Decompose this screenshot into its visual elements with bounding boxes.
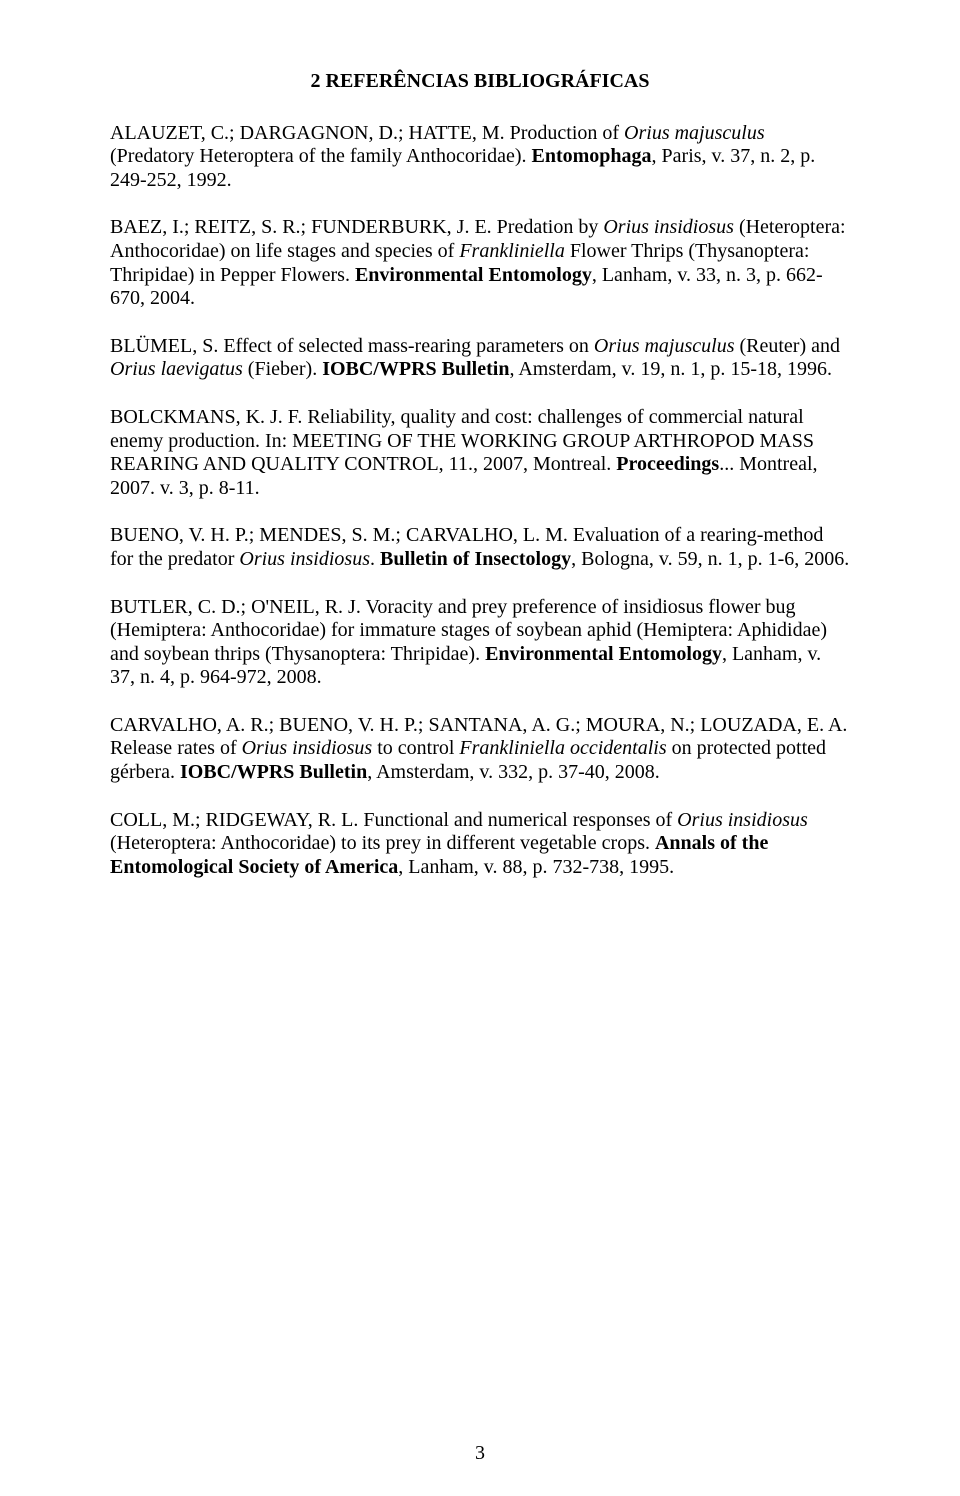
reference-text: , Amsterdam, v. 19, n. 1, p. 15-18, 1996…: [509, 358, 832, 380]
reference-text: Orius insidiosus: [603, 216, 734, 238]
reference-text: IOBC/WPRS Bulletin: [322, 358, 509, 380]
page: 2 REFERÊNCIAS BIBLIOGRÁFICAS ALAUZET, C.…: [0, 0, 960, 1496]
reference-entry: BOLCKMANS, K. J. F. Reliability, quality…: [110, 406, 850, 500]
references-list: ALAUZET, C.; DARGAGNON, D.; HATTE, M. Pr…: [110, 122, 850, 880]
reference-text: Proceedings: [616, 453, 719, 475]
reference-text: , Lanham, v. 88, p. 732-738, 1995.: [398, 856, 674, 878]
reference-text: COLL, M.; RIDGEWAY, R. L. Functional and…: [110, 809, 677, 831]
reference-entry: CARVALHO, A. R.; BUENO, V. H. P.; SANTAN…: [110, 714, 850, 785]
reference-entry: BAEZ, I.; REITZ, S. R.; FUNDERBURK, J. E…: [110, 216, 850, 310]
reference-text: ALAUZET, C.; DARGAGNON, D.; HATTE, M. Pr…: [110, 122, 624, 144]
reference-entry: BLÜMEL, S. Effect of selected mass-reari…: [110, 335, 850, 382]
reference-text: , Bologna, v. 59, n. 1, p. 1-6, 2006.: [571, 548, 849, 570]
reference-text: Entomophaga: [532, 145, 652, 167]
reference-text: IOBC/WPRS Bulletin: [180, 761, 367, 783]
reference-text: BLÜMEL, S. Effect of selected mass-reari…: [110, 335, 594, 357]
reference-entry: BUTLER, C. D.; O'NEIL, R. J. Voracity an…: [110, 596, 850, 690]
reference-text: Frankliniella occidentalis: [459, 737, 666, 759]
reference-text: (Reuter) and: [734, 335, 840, 357]
reference-text: Orius majusculus: [624, 122, 765, 144]
reference-entry: COLL, M.; RIDGEWAY, R. L. Functional and…: [110, 809, 850, 880]
page-title: 2 REFERÊNCIAS BIBLIOGRÁFICAS: [110, 70, 850, 94]
reference-text: , Amsterdam, v. 332, p. 37-40, 2008.: [367, 761, 660, 783]
reference-text: .: [370, 548, 380, 570]
reference-text: (Heteroptera: Anthocoridae) to its prey …: [110, 832, 655, 854]
reference-text: Frankliniella: [459, 240, 565, 262]
reference-text: Orius insidiosus: [677, 809, 808, 831]
reference-text: Bulletin of Insectology: [380, 548, 571, 570]
reference-entry: BUENO, V. H. P.; MENDES, S. M.; CARVALHO…: [110, 524, 850, 571]
reference-text: BAEZ, I.; REITZ, S. R.; FUNDERBURK, J. E…: [110, 216, 603, 238]
reference-text: Environmental Entomology: [485, 643, 722, 665]
reference-text: Orius insidiosus: [242, 737, 373, 759]
page-number: 3: [0, 1442, 960, 1466]
reference-text: Environmental Entomology: [355, 264, 592, 286]
reference-text: Orius insidiosus: [239, 548, 370, 570]
reference-text: to control: [372, 737, 459, 759]
reference-entry: ALAUZET, C.; DARGAGNON, D.; HATTE, M. Pr…: [110, 122, 850, 193]
reference-text: Orius majusculus: [594, 335, 735, 357]
reference-text: (Fieber).: [243, 358, 322, 380]
reference-text: (Predatory Heteroptera of the family Ant…: [110, 145, 532, 167]
reference-text: Orius laevigatus: [110, 358, 243, 380]
